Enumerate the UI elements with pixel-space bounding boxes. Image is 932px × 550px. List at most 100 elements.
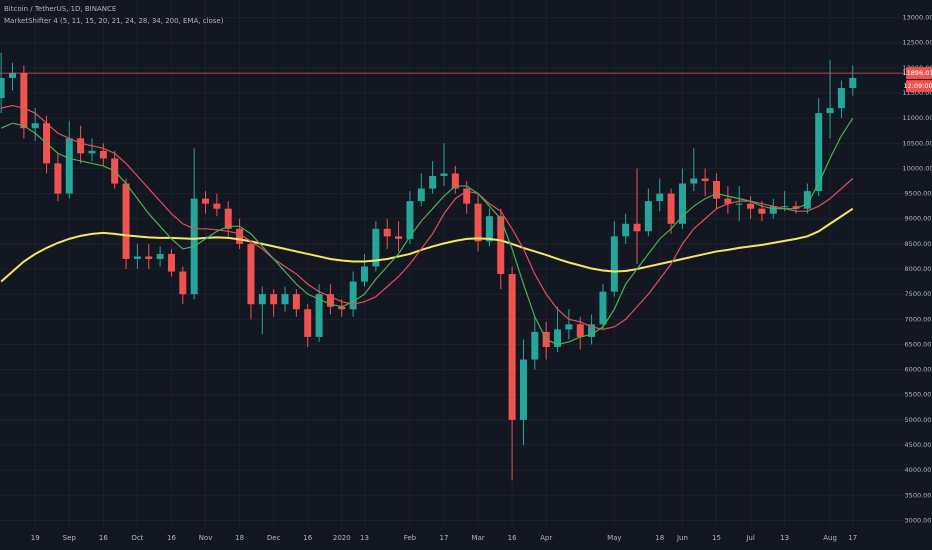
x-tick-label: 16 (508, 534, 517, 542)
x-tick-label: Sep (63, 534, 77, 542)
moving-average-line (0, 117, 854, 346)
y-tick-label: 6500.00 (905, 340, 932, 348)
moving-average-line (0, 207, 854, 283)
candle-body (713, 181, 721, 199)
candle-body (554, 329, 562, 347)
candle-body (31, 123, 39, 129)
y-tick-label: 6000.00 (905, 366, 932, 374)
candle-body (372, 228, 380, 267)
y-tick-label: 4500.00 (905, 441, 932, 449)
candle-body (167, 253, 175, 272)
candle-body (88, 150, 96, 154)
x-tick-label: May (607, 534, 621, 542)
candle-body (0, 77, 5, 99)
candle-body (792, 206, 800, 209)
x-tick-label: 18 (655, 534, 664, 542)
candle-body (610, 236, 618, 292)
x-tick-label: Aug (823, 534, 837, 542)
candle-body (54, 163, 62, 194)
candle-body (20, 72, 28, 129)
candle-body (395, 236, 403, 239)
x-tick-label: 17 (848, 534, 857, 542)
x-tick-label: 19 (31, 534, 40, 542)
candle-body (360, 266, 368, 282)
candle-body (519, 359, 527, 420)
candle-body (213, 203, 221, 209)
candle-body (281, 294, 289, 305)
candle-body (849, 77, 857, 88)
last-price-label: 11896.01 (902, 69, 932, 77)
candle-body (338, 306, 346, 310)
x-tick-label: 15 (712, 534, 721, 542)
x-tick-label: 18 (235, 534, 244, 542)
candle-body (565, 324, 573, 330)
x-tick-label: Jun (676, 534, 688, 542)
y-tick-label: 11500.00 (902, 89, 932, 97)
candle-body (508, 274, 516, 420)
y-tick-label: 10500.00 (902, 139, 932, 147)
y-tick-label: 8500.00 (905, 240, 932, 248)
y-tick-label: 8000.00 (905, 265, 932, 273)
candle-body (440, 173, 448, 176)
candle-body (247, 243, 255, 305)
moving-average-line (1, 104, 854, 330)
plot-area (0, 52, 905, 481)
x-tick-label: Dec (267, 534, 281, 542)
candle-body (99, 150, 107, 159)
candle-body (747, 203, 755, 209)
candle-body (815, 113, 823, 192)
countdown-badge (906, 80, 932, 93)
y-tick-label: 13000.00 (902, 14, 932, 22)
y-tick-label: 4000.00 (905, 466, 932, 474)
candle-body (8, 72, 16, 78)
y-tick-label: 9000.00 (905, 215, 932, 223)
candle-body (77, 138, 85, 154)
candle-body (133, 256, 141, 259)
candle-body (758, 208, 766, 214)
candle-body (735, 203, 743, 205)
x-tick-label: 13 (780, 534, 789, 542)
x-tick-label: Mar (471, 534, 484, 542)
x-tick-label: Apr (540, 534, 552, 542)
candle-body (769, 206, 777, 214)
candle-body (633, 223, 641, 232)
candle-body (145, 256, 153, 259)
chart-title: Bitcoin / TetherUS, 1D, BINANCE (4, 5, 116, 13)
candle-body (497, 216, 505, 275)
candle-body (656, 193, 664, 202)
y-tick-label: 5000.00 (905, 416, 932, 424)
candle-body (837, 88, 845, 109)
candle-body (270, 294, 278, 305)
x-tick-label: Oct (131, 534, 143, 542)
candle-body (65, 138, 73, 194)
candle-body (463, 188, 471, 204)
candle-body (292, 294, 300, 310)
candle-body (451, 173, 459, 189)
candle-body (349, 281, 357, 310)
y-tick-label: 10000.00 (902, 164, 932, 172)
candle-body (156, 253, 164, 259)
y-tick-label: 5500.00 (905, 391, 932, 399)
x-tick-label: 16 (167, 534, 176, 542)
indicator-label: MarketShifter 4 (5, 11, 15, 20, 21, 24, … (4, 17, 224, 25)
candle-body (326, 294, 334, 307)
grid (0, 0, 905, 528)
candle-body (224, 208, 232, 229)
candle-body (599, 291, 607, 325)
x-tick-label: Jul (745, 534, 755, 542)
candle-body (179, 271, 187, 295)
candle-body (531, 331, 539, 360)
y-tick-label: 7000.00 (905, 315, 932, 323)
axes: 3000.00 3500.00 4000.00 4500.00 5000.00 5500.… (31, 14, 932, 542)
candle-body (383, 228, 391, 237)
candle-body (315, 294, 323, 337)
candle-body (667, 193, 675, 224)
x-tick-label: 16 (303, 534, 312, 542)
x-tick-label: Feb (404, 534, 417, 542)
candle-body (474, 203, 482, 242)
x-tick-label: 16 (99, 534, 108, 542)
x-tick-label: 17 (440, 534, 449, 542)
candle-body (485, 216, 493, 242)
